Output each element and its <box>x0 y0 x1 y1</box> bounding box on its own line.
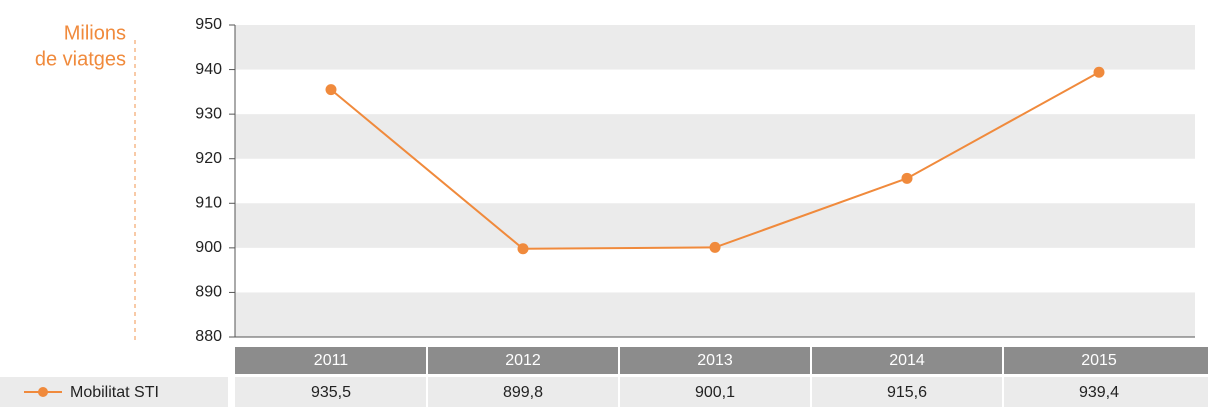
y-tick-label: 900 <box>195 239 222 256</box>
point <box>325 84 337 96</box>
y-axis-label: de viatges <box>35 48 126 70</box>
y-tick-label: 940 <box>195 61 222 78</box>
value-label: 939,4 <box>1079 384 1119 401</box>
grid-band <box>235 203 1195 248</box>
legend-label: Mobilitat STI <box>70 384 159 401</box>
legend-marker <box>38 387 48 397</box>
grid-band <box>235 114 1195 159</box>
y-tick-label: 930 <box>195 105 222 122</box>
value-label: 915,6 <box>887 384 927 401</box>
point <box>1093 66 1105 78</box>
y-tick-label: 950 <box>195 16 222 33</box>
y-tick-label: 910 <box>195 195 222 212</box>
category-label: 2011 <box>314 352 349 369</box>
value-label: 899,8 <box>503 384 543 401</box>
value-label: 935,5 <box>311 384 351 401</box>
y-axis-label: Milions <box>64 22 126 44</box>
point <box>901 172 913 184</box>
y-tick-label: 920 <box>195 150 222 167</box>
point <box>709 241 721 253</box>
category-label: 2012 <box>505 352 541 369</box>
category-label: 2014 <box>889 352 925 369</box>
grid-band <box>235 292 1195 337</box>
table-header <box>235 347 1208 374</box>
table-row <box>235 377 1208 407</box>
point <box>517 243 529 255</box>
category-label: 2013 <box>697 352 733 369</box>
y-tick-label: 890 <box>195 284 222 301</box>
value-label: 900,1 <box>695 384 735 401</box>
category-label: 2015 <box>1081 352 1117 369</box>
y-tick-label: 880 <box>195 328 222 345</box>
grid-band <box>235 25 1195 70</box>
